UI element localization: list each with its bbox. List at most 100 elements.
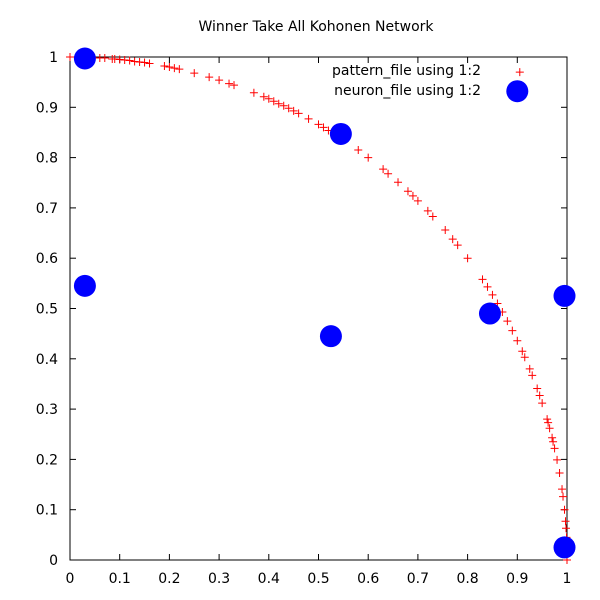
y-tick-label: 0.9 — [36, 100, 58, 116]
pattern-point — [453, 241, 462, 250]
pattern-point — [269, 97, 278, 106]
pattern-point — [165, 63, 174, 72]
pattern-point — [559, 492, 568, 501]
pattern-point — [558, 485, 567, 494]
pattern-point — [553, 455, 562, 464]
legend: pattern_file using 1:2 neuron_file using … — [332, 63, 481, 99]
x-tick-label: 0.1 — [109, 571, 131, 587]
pattern-point — [135, 58, 144, 67]
pattern-point — [463, 254, 472, 263]
pattern-point — [205, 73, 214, 82]
pattern-point — [533, 384, 542, 393]
pattern-point — [230, 81, 239, 90]
x-tick-label: 0.2 — [158, 571, 180, 587]
pattern-point — [488, 290, 497, 299]
x-tick-label: 1 — [563, 571, 572, 587]
pattern-point — [304, 114, 313, 123]
pattern-point — [284, 104, 293, 113]
pattern-point — [555, 468, 564, 477]
pattern-point — [170, 64, 179, 73]
neuron-point — [553, 536, 576, 559]
plot-marks — [66, 47, 576, 564]
pattern-point — [130, 57, 139, 66]
pattern-point — [160, 62, 169, 71]
y-tick-label: 0.2 — [36, 452, 58, 468]
pattern-point — [364, 153, 373, 162]
y-tick-label: 0.5 — [36, 302, 58, 318]
y-tick-label: 0.4 — [36, 352, 58, 368]
pattern-point — [100, 54, 109, 63]
x-tick-label: 0.7 — [407, 571, 429, 587]
pattern-point — [110, 55, 119, 64]
pattern-point — [561, 517, 570, 526]
x-tick-label: 0.3 — [208, 571, 230, 587]
pattern-point — [528, 371, 537, 380]
pattern-point — [215, 76, 224, 85]
pattern-point — [483, 282, 492, 291]
neuron-point — [73, 47, 96, 70]
y-tick-label: 0.3 — [36, 402, 58, 418]
pattern-point — [543, 415, 552, 424]
neuron-point — [73, 274, 96, 297]
pattern-point — [548, 433, 557, 442]
pattern-point — [140, 58, 149, 67]
pattern-point — [478, 275, 487, 284]
pattern-point — [448, 235, 457, 244]
axes: 0 0.1 0.2 0.3 0.4 0.5 0.6 0.7 0.8 0.9 1 0 0.1 0.2 0.3 0… — [36, 50, 572, 587]
x-tick-label: 0.5 — [307, 571, 329, 587]
neuron-point — [506, 80, 529, 103]
pattern-point — [314, 120, 323, 129]
pattern-point — [503, 317, 512, 326]
pattern-point — [354, 146, 363, 155]
pattern-point — [279, 101, 288, 110]
pattern-point — [294, 109, 303, 118]
y-tick-label: 0.1 — [36, 503, 58, 519]
pattern-point — [550, 444, 559, 453]
pattern-point — [562, 524, 571, 533]
pattern-point — [403, 187, 412, 196]
pattern-point — [66, 53, 74, 61]
chart-title: Winner Take All Kohonen Network — [198, 19, 434, 35]
pattern-point — [560, 505, 569, 514]
pattern-point — [175, 65, 184, 74]
y-tick-label: 0.7 — [36, 201, 58, 217]
series-pattern — [66, 53, 571, 564]
pattern-point — [518, 347, 527, 356]
pattern-point — [190, 69, 199, 78]
pattern-point — [413, 196, 422, 205]
pattern-point — [549, 437, 558, 446]
pattern-point — [259, 92, 268, 101]
y-tick-label: 0 — [49, 553, 58, 569]
x-tick-label: 0.8 — [456, 571, 478, 587]
pattern-point — [225, 79, 234, 88]
pattern-point — [125, 56, 134, 65]
pattern-point — [544, 418, 553, 427]
pattern-point — [115, 55, 124, 64]
neuron-point — [478, 302, 501, 325]
neuron-point — [329, 122, 352, 145]
pattern-point — [319, 123, 328, 132]
neuron-point — [553, 284, 576, 307]
pattern-point — [289, 106, 298, 115]
x-tick-label: 0.9 — [506, 571, 528, 587]
legend-label: pattern_file using 1:2 — [332, 63, 481, 79]
pattern-point — [120, 56, 129, 65]
pattern-point — [441, 226, 450, 235]
x-tick-label: 0 — [66, 571, 75, 587]
pattern-point — [520, 353, 529, 362]
y-tick-label: 0.8 — [36, 151, 58, 167]
pattern-point — [408, 191, 417, 200]
pattern-point — [423, 206, 432, 215]
x-tick-label: 0.4 — [258, 571, 280, 587]
pattern-point — [384, 169, 393, 178]
pattern-point — [538, 399, 547, 408]
neuron-point — [319, 325, 342, 348]
pattern-point — [513, 336, 522, 345]
pattern-point — [525, 364, 534, 373]
pattern-point — [264, 94, 273, 103]
pattern-point — [379, 165, 388, 174]
x-tick-label: 0.6 — [357, 571, 379, 587]
legend-label: neuron_file using 1:2 — [334, 83, 481, 99]
pattern-point — [545, 424, 554, 433]
